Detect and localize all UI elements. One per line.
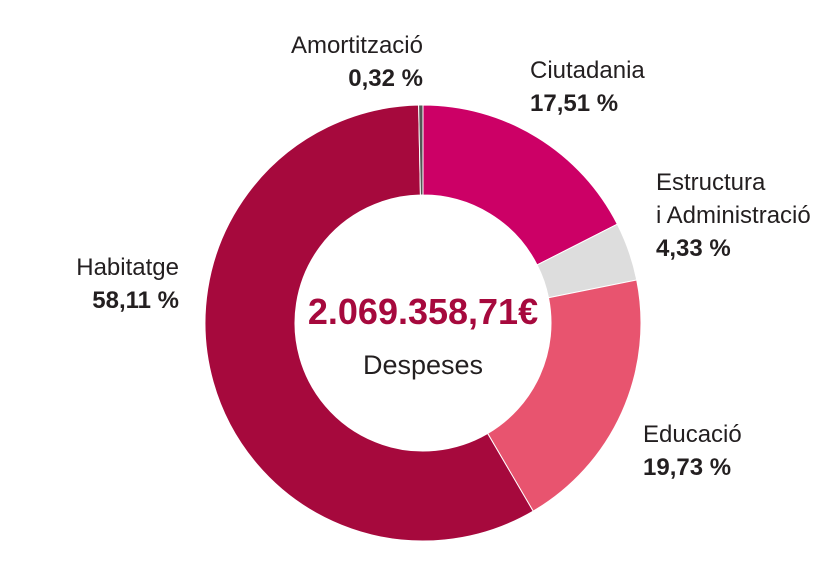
slice-value-3: 19,73 % [643,454,731,481]
slice-name-2-line-2: i Administració [656,202,811,229]
slice-value-5: 0,32 % [348,65,423,92]
slice-3 [486,279,642,512]
slice-labels: Ciutadania 17,51 % Estructura i Administrac… [76,32,810,481]
center-caption: Despeses [363,350,483,380]
total-amount: 2.069.358,71€ [308,291,538,332]
slice-name-5: Amortització [291,32,423,59]
donut-slices [204,104,642,542]
slice-value-4: 58,11 % [92,287,179,314]
slice-name-4: Habitatge [76,254,179,281]
slice-name-2-line-1: Estructura [656,169,766,196]
slice-name-3: Educació [643,421,742,448]
slice-4 [204,104,534,542]
slice-1 [422,104,618,266]
slice-5 [418,104,424,196]
slice-name-1: Ciutadania [530,57,645,84]
slice-value-1: 17,51 % [530,90,618,117]
slice-value-2: 4,33 % [656,235,731,262]
